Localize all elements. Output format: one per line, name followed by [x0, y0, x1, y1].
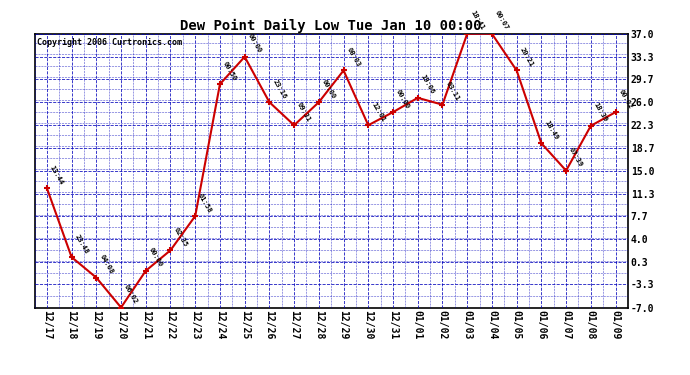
- Text: 06:02: 06:02: [123, 284, 139, 305]
- Text: 00:07: 00:07: [494, 10, 510, 31]
- Text: 23:16: 23:16: [271, 78, 287, 100]
- Text: 23:48: 23:48: [74, 233, 90, 255]
- Text: 18:41: 18:41: [469, 10, 485, 31]
- Text: 08:03: 08:03: [346, 46, 362, 68]
- Text: 18:49: 18:49: [543, 119, 559, 141]
- Text: 00:00: 00:00: [321, 78, 337, 100]
- Text: 00:50: 00:50: [222, 60, 238, 82]
- Text: 00:00: 00:00: [148, 247, 164, 268]
- Text: 19:06: 19:06: [420, 74, 435, 95]
- Text: 03:11: 03:11: [444, 81, 460, 102]
- Text: 18:39: 18:39: [593, 102, 609, 123]
- Text: 00:00: 00:00: [246, 33, 262, 54]
- Text: 04:08: 04:08: [98, 254, 114, 275]
- Text: 07:39: 07:39: [568, 147, 584, 168]
- Text: 12:01: 12:01: [371, 101, 386, 123]
- Text: 02:35: 02:35: [172, 226, 188, 248]
- Text: 01:58: 01:58: [197, 192, 213, 213]
- Text: Copyright 2006 Curtronics.com: Copyright 2006 Curtronics.com: [37, 38, 182, 47]
- Title: Dew Point Daily Low Tue Jan 10 00:00: Dew Point Daily Low Tue Jan 10 00:00: [181, 18, 482, 33]
- Text: 00:02: 00:02: [618, 88, 633, 110]
- Text: 00:00: 00:00: [395, 88, 411, 110]
- Text: 20:21: 20:21: [519, 46, 535, 68]
- Text: 09:31: 09:31: [296, 101, 312, 123]
- Text: 13:44: 13:44: [49, 164, 65, 186]
